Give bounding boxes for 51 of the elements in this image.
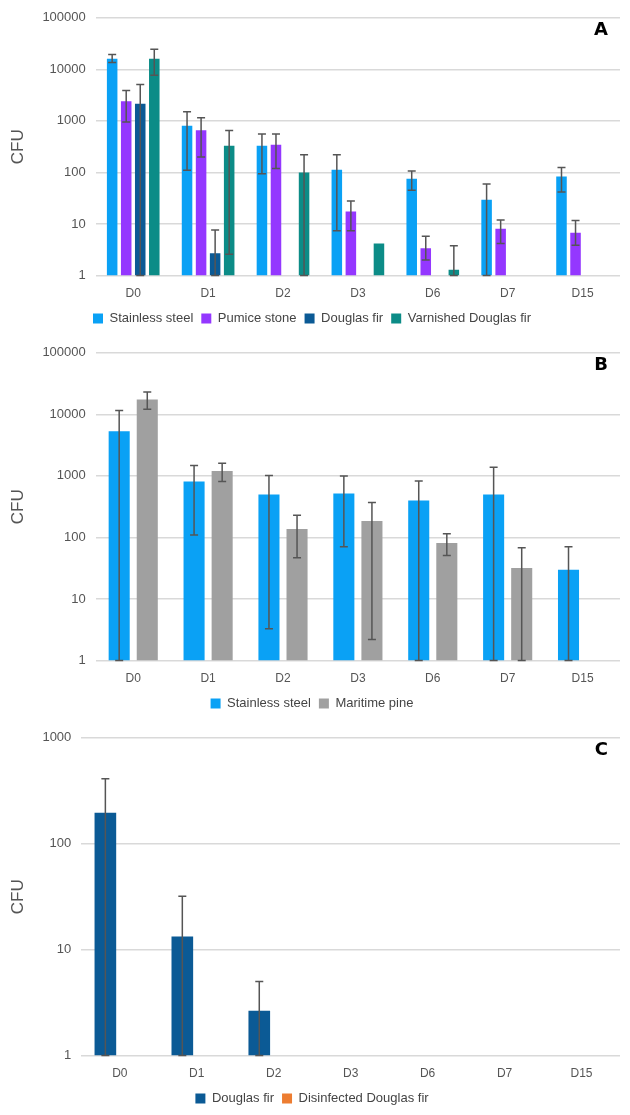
x-tick-label: D0 bbox=[112, 1066, 128, 1081]
x-tick-label: D3 bbox=[350, 671, 366, 686]
y-axis-title: CFU bbox=[7, 129, 27, 165]
y-tick-label: 1 bbox=[64, 1047, 72, 1063]
legend-label: Disinfected Douglas fir bbox=[298, 1090, 430, 1106]
y-tick-label: 1 bbox=[78, 267, 86, 283]
x-tick-label: D7 bbox=[496, 1066, 513, 1081]
legend-label: Varnished Douglas fir bbox=[407, 310, 532, 326]
legend-label: Stainless steel bbox=[109, 310, 194, 326]
y-tick-label: 1 bbox=[78, 652, 86, 668]
y-tick-label: 10 bbox=[56, 941, 72, 957]
x-tick-label: D6 bbox=[425, 671, 441, 686]
legend-label: Stainless steel bbox=[227, 695, 312, 711]
x-tick-label: D6 bbox=[419, 1066, 436, 1081]
y-tick-label: 100000 bbox=[42, 9, 86, 25]
chart-title: A bbox=[594, 18, 609, 40]
y-tick-label: 1000 bbox=[56, 467, 86, 483]
x-tick-label: D0 bbox=[125, 671, 142, 686]
x-tick-label: D2 bbox=[275, 286, 291, 301]
chart-title: B bbox=[594, 353, 608, 375]
y-tick-label: 100 bbox=[49, 835, 72, 851]
y-tick-label: 10000 bbox=[49, 405, 86, 421]
legend-label: Douglas fir bbox=[211, 1090, 275, 1106]
x-tick-label: D7 bbox=[500, 286, 516, 301]
y-tick-label: 1000 bbox=[56, 112, 86, 128]
x-tick-label: D3 bbox=[342, 1066, 359, 1081]
x-tick-label: D1 bbox=[200, 671, 217, 686]
y-tick-label: 100000 bbox=[42, 344, 86, 360]
x-tick-label: D0 bbox=[125, 286, 142, 301]
legend-label: Douglas fir bbox=[321, 310, 384, 326]
chart-title: C bbox=[594, 738, 608, 760]
x-tick-label: D2 bbox=[275, 671, 291, 686]
y-tick-label: 100 bbox=[64, 529, 86, 545]
x-tick-label: D6 bbox=[425, 286, 441, 301]
y-tick-label: 10 bbox=[71, 215, 86, 231]
y-axis-title: CFU bbox=[7, 879, 27, 915]
x-tick-label: D7 bbox=[500, 671, 516, 686]
y-tick-label: 10 bbox=[71, 590, 86, 606]
x-tick-label: D15 bbox=[570, 1066, 593, 1081]
x-tick-label: D15 bbox=[571, 671, 594, 686]
legend-label: Pumice stone bbox=[217, 310, 297, 326]
y-tick-label: 1000 bbox=[42, 729, 72, 745]
x-tick-label: D1 bbox=[200, 286, 217, 301]
y-axis-title: CFU bbox=[7, 489, 27, 525]
x-tick-label: D2 bbox=[266, 1066, 282, 1081]
x-tick-label: D1 bbox=[189, 1066, 205, 1081]
y-tick-label: 10000 bbox=[49, 60, 86, 76]
x-tick-label: D3 bbox=[350, 286, 366, 301]
y-tick-label: 100 bbox=[64, 164, 86, 180]
legend-label: Maritime pine bbox=[335, 695, 414, 711]
x-tick-label: D15 bbox=[571, 286, 594, 301]
